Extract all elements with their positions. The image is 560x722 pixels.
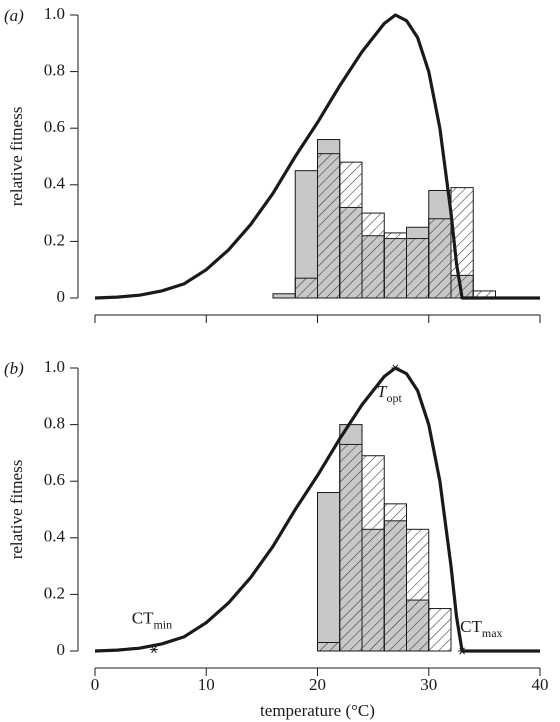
y-tick-label: 0.2 [44,230,65,249]
y-tick-label: 0.6 [44,117,65,136]
y-tick-label: 0 [57,640,66,659]
hatched-bar [406,238,430,299]
annotation-subscript: opt [386,391,402,405]
fitness-curve [94,366,540,653]
annotation-marker [149,646,158,654]
x-axis-label: temperature (°C) [260,701,375,720]
hatched-bar [317,642,341,652]
hatched-bar [361,212,385,299]
panel-label: (a) [4,6,24,25]
y-tick-label: 0 [57,287,66,306]
x-tick-label: 0 [91,675,100,694]
fitness-curve [94,13,540,300]
annotation-text: CT [132,608,154,627]
x-tick-label: 20 [309,675,326,694]
x-tick-label: 40 [532,675,549,694]
y-tick-label: 0.8 [44,414,65,433]
annotation: CTmin [132,608,172,631]
hatched-bar [361,455,385,652]
hatched-bar [317,153,341,299]
hatched-bar [339,161,363,299]
y-tick-label: 1.0 [44,357,65,376]
annotation-marker [458,647,467,655]
y-tick-label: 0.4 [44,527,66,546]
hatched-bar [428,608,452,652]
annotation: Topt [377,382,402,405]
y-tick-label: 0.8 [44,61,65,80]
hatched-bar [428,218,452,299]
annotation-text: CT [460,617,482,636]
annotation-subscript: max [482,626,503,640]
y-tick-label: 0.2 [44,583,65,602]
x-tick-label: 10 [198,675,215,694]
hatched-bar [339,443,363,652]
bar [317,492,341,652]
annotation-marker [391,364,400,372]
hatched-bar [406,528,430,652]
hatched-bar [383,232,407,299]
hatched-bar [294,277,318,299]
y-tick-label: 1.0 [44,4,65,23]
annotation-text: T [377,382,388,401]
annotation: CTmax [460,617,502,640]
annotation-subscript: min [153,617,172,631]
y-tick-label: 0.4 [44,174,66,193]
y-axis-label: relative fitness [7,107,26,207]
panel-label: (b) [4,359,24,378]
y-tick-label: 0.6 [44,470,65,489]
y-axis-label: relative fitness [7,460,26,560]
x-tick-label: 30 [420,675,437,694]
hatched-bar [383,503,407,652]
bar [272,293,296,299]
